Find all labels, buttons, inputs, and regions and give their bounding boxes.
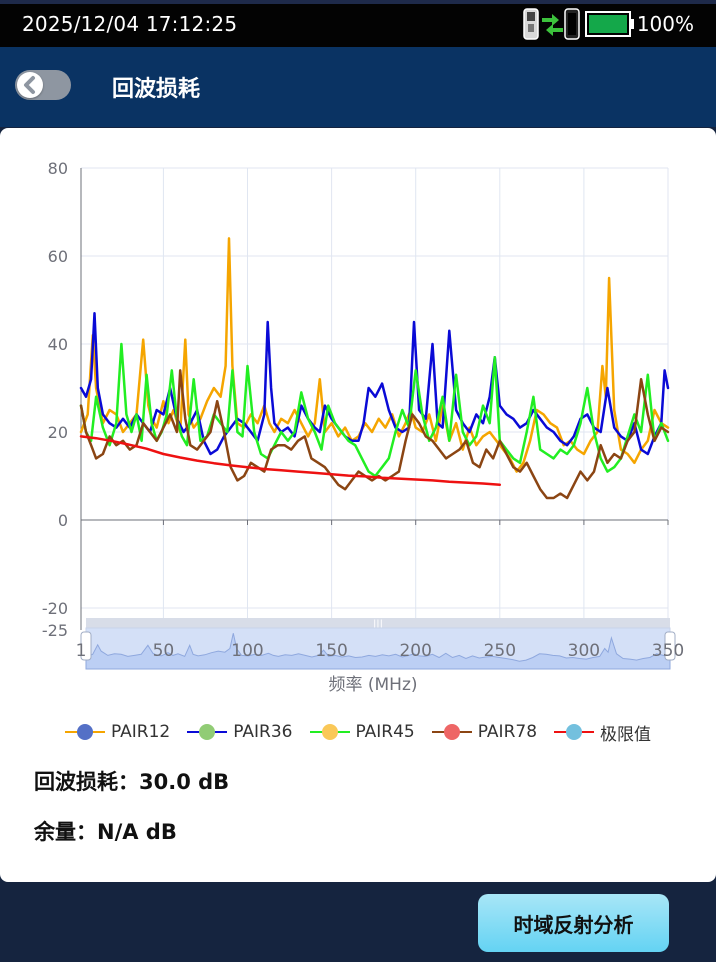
x-tick-label: 350	[652, 641, 684, 661]
series-line-极限值	[79, 435, 502, 487]
legend-item-pair78[interactable]: PAIR78	[431, 722, 538, 742]
legend-marker	[431, 724, 472, 740]
chart-series	[79, 237, 670, 500]
legend-item-pair12[interactable]: PAIR12	[64, 722, 171, 742]
tdr-analysis-button[interactable]: 时域反射分析	[478, 894, 669, 952]
margin-row: 余量：N/A dB	[34, 816, 177, 846]
legend-label: 极限值	[600, 724, 652, 745]
legend-dot	[566, 724, 583, 740]
return-loss-label: 回波损耗：	[34, 770, 139, 794]
x-tick-label: 300	[568, 641, 600, 661]
return-loss-value: 30.0 dB	[139, 770, 230, 794]
y-tick-label: -25	[42, 621, 68, 640]
x-tick-label: 150	[315, 641, 347, 661]
status-icons: 100%	[523, 8, 694, 40]
chart-axes	[80, 168, 669, 630]
zoom-slider[interactable]: |||	[80, 618, 676, 670]
legend-marker	[554, 724, 595, 740]
back-toggle-button[interactable]	[15, 70, 71, 100]
legend-dot	[76, 724, 93, 740]
zoom-grip-icon: |||	[373, 619, 383, 630]
zoom-preview-area	[85, 633, 671, 670]
margin-label: 余量：	[34, 820, 97, 844]
legend-dot	[199, 724, 216, 740]
x-tick-label: 100	[231, 641, 263, 661]
legend-label: PAIR78	[477, 722, 538, 742]
zoom-handle-right[interactable]	[664, 631, 676, 661]
series-line-pair78	[79, 369, 670, 500]
chevron-left-icon	[24, 76, 35, 94]
legend-item-pair45[interactable]: PAIR45	[309, 722, 415, 742]
status-bar: 2025/12/04 17:12:25 100%	[0, 0, 716, 47]
back-toggle-knob	[17, 72, 43, 98]
zoom-handle-left[interactable]	[80, 631, 92, 661]
legend-marker	[64, 724, 105, 740]
legend-label: PAIR36	[233, 722, 293, 742]
x-tick-label: 50	[153, 641, 175, 661]
legend-item-极限值[interactable]: 极限值	[554, 720, 651, 745]
y-tick-label: 80	[48, 159, 68, 178]
y-tick-label: 0	[58, 511, 68, 530]
legend-dot	[321, 724, 338, 740]
battery-percent: 100%	[636, 12, 694, 36]
legend-label: PAIR45	[355, 722, 415, 742]
return-loss-row: 回波损耗：30.0 dB	[34, 766, 229, 796]
status-bar-top-strip	[0, 0, 716, 4]
x-axis-label: 频率 (MHz)	[328, 675, 417, 695]
connection-icon	[523, 8, 580, 40]
legend-label: PAIR12	[110, 722, 171, 742]
legend-dot	[443, 724, 460, 740]
battery-icon	[584, 11, 634, 37]
page-title: 回波损耗	[112, 77, 201, 102]
series-line-pair12	[79, 237, 670, 473]
results-card: ||| 80 60 40 20 0 -20 -25 1 50 100 150 200 250 300 350…	[0, 128, 716, 882]
margin-value: N/A dB	[97, 820, 177, 844]
y-tick-label: 20	[48, 423, 68, 442]
x-tick-label: 1	[76, 641, 87, 661]
y-tick-label: 40	[48, 335, 68, 354]
status-datetime: 2025/12/04 17:12:25	[22, 12, 238, 36]
zoom-drag-bar	[86, 618, 670, 628]
chart-legend: PAIR12 PAIR36 PAIR45 PAIR78 极限值	[0, 720, 716, 745]
y-tick-label: -20	[42, 599, 68, 618]
legend-marker	[309, 724, 350, 740]
app-header: 回波损耗	[0, 47, 716, 127]
y-tick-label: 60	[48, 247, 68, 266]
legend-item-pair36[interactable]: PAIR36	[187, 722, 293, 742]
x-tick-label: 200	[399, 641, 431, 661]
legend-marker	[187, 724, 228, 740]
x-tick-label: 250	[484, 641, 516, 661]
